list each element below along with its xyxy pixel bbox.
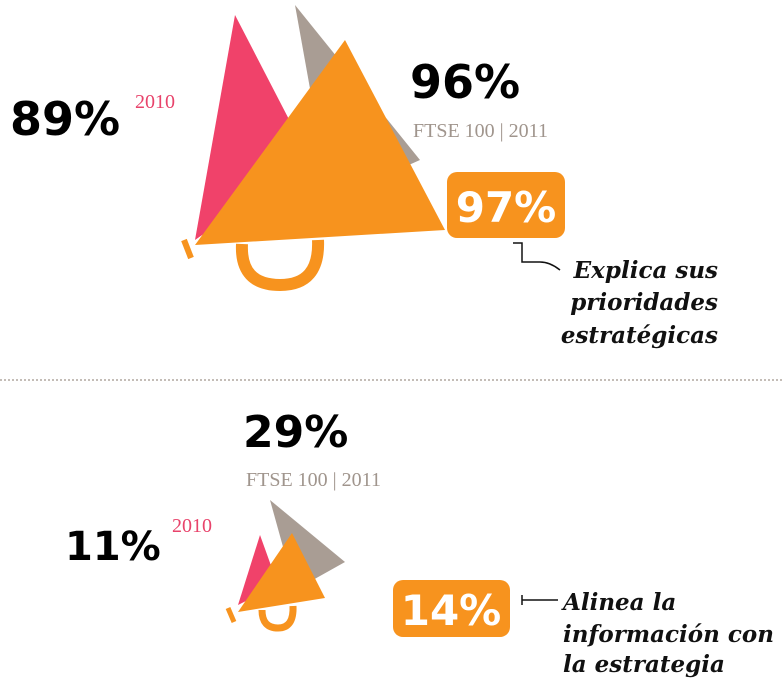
current-value: 96% (410, 55, 520, 109)
highlight-value: 14% (401, 586, 502, 635)
caption: Explica sus (573, 257, 718, 284)
connector (513, 242, 561, 271)
caption: información con (563, 621, 774, 648)
current-label: FTSE 100 | 2011 (246, 469, 381, 491)
prior-year: 2010 (172, 515, 212, 537)
mark (181, 238, 194, 260)
mark (225, 607, 237, 623)
highlight-box (393, 580, 510, 637)
caption: estratégicas (561, 322, 718, 349)
triangle-highlight (195, 40, 445, 245)
prior-value: 11% (65, 524, 161, 570)
caption: Alinea la (561, 589, 676, 616)
current-label: FTSE 100 | 2011 (413, 120, 548, 142)
handle (258, 605, 297, 632)
caption: la estrategia (563, 651, 725, 678)
prior-value: 89% (10, 92, 120, 146)
prior-year: 2010 (135, 91, 175, 113)
current-value: 29% (243, 407, 348, 458)
handle (235, 239, 325, 292)
triangle-highlight (238, 533, 325, 612)
caption: prioridades (570, 289, 718, 316)
highlight-value: 97% (456, 183, 557, 232)
highlight-box (447, 172, 565, 238)
connector (521, 595, 558, 605)
triangle-2010 (195, 15, 310, 240)
